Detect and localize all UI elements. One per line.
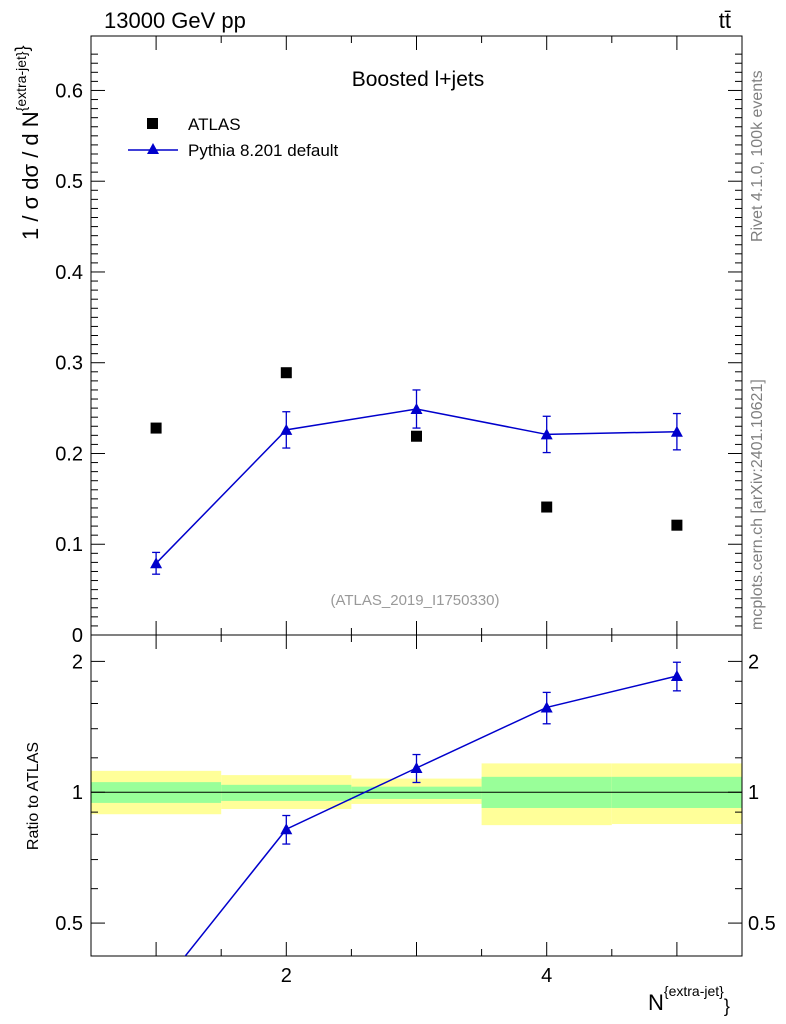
y-tick-label-6: 0.6 [55,80,83,102]
y-tick-label-2: 0.2 [55,443,83,465]
x-tick-label-2: 2 [281,965,292,987]
x-axis-label-sup: {extra-jet} [664,983,724,999]
ratio-band-inner-3 [351,786,482,799]
y-axis-label-sup: {extra-jet} [13,51,29,111]
pythia-point-4 [540,428,553,440]
x-axis-label: N{extra-jet}} [648,983,730,1016]
atlas-point-3 [411,430,422,442]
ratio-tick-label-right-0: 0.5 [748,913,776,935]
ratio-series-group [150,661,683,998]
legend-pythia-label: Pythia 8.201 default [188,141,339,160]
chart-title: Boosted l+jets [352,68,485,91]
pythia-point-1 [150,557,163,569]
y-axis-label-close: } [12,45,32,51]
y-tick-label-5: 0.5 [55,171,83,193]
svg-text:1 / σ dσ / d N{extra-jet}}: 1 / σ dσ / d N{extra-jet}} [12,45,43,240]
atlas-point-4 [541,501,553,513]
header-left: 13000 GeV pp [104,8,246,33]
ratio-point-1 [150,987,162,998]
side-text-top: Rivet 4.1.0, 100k events [749,70,766,242]
y-tick-label-3: 0.3 [55,353,83,375]
legend-atlas-marker [147,118,158,129]
y-tick-label-4: 0.4 [55,262,83,284]
pythia-point-2 [280,423,293,435]
atlas-point-2 [280,367,292,379]
ratio-point-4 [540,701,553,713]
x-axis-label-main: N [648,990,664,1015]
y-tick-label-1: 0.1 [55,534,83,556]
ratio-tick-label-right-1: 1 [748,782,759,804]
pythia-point-5 [670,425,683,437]
plot-layer: 2 4 0 0.1 0.2 0.3 0.4 0.5 0.6 0.5 0.5 1 1 2 2 [55,35,776,998]
y-axis-label-main: 1 / σ dσ / d N [18,111,43,240]
ratio-tick-label-left-0: 0.5 [55,913,83,935]
atlas-point-5 [671,519,683,531]
ratio-point-2 [280,823,293,835]
ratio-tick-label-left-2: 2 [72,651,83,673]
ratio-y-axis-label: Ratio to ATLAS [25,742,42,850]
ratio-band-inner-2 [221,784,352,801]
legend-pythia-marker [147,143,159,154]
watermark: (ATLAS_2019_I1750330) [330,592,499,609]
x-axis-label-close: } [724,996,730,1016]
header-right: tt̄ [719,8,731,33]
atlas-point-1 [150,422,162,434]
y-axis-label: 1 / σ dσ / d N{extra-jet}} [12,45,43,240]
legend-atlas-label: ATLAS [188,115,241,134]
legend: ATLAS Pythia 8.201 default [128,115,339,160]
y-tick-label-0: 0 [72,625,83,647]
ratio-point-5 [670,669,683,681]
ratio-point-3 [410,761,423,773]
pythia-point-3 [410,403,423,415]
side-text-bottom: mcplots.cern.ch [arXiv:2401.10621] [749,379,766,630]
x-tick-label-4: 4 [541,965,552,987]
ratio-tick-label-right-2: 2 [748,651,759,673]
ratio-tick-label-left-1: 1 [72,782,83,804]
